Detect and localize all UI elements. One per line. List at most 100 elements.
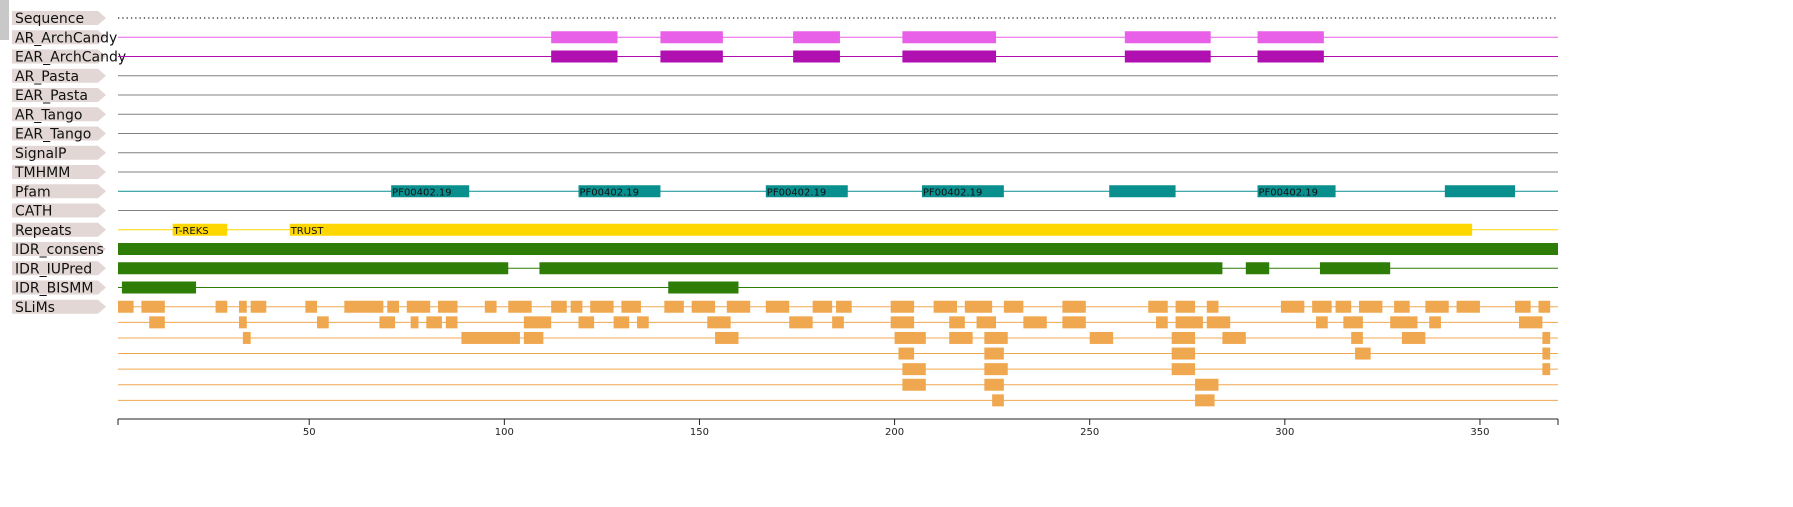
slim-feature[interactable] xyxy=(1542,331,1551,344)
feature-repeats[interactable]: T-REKS xyxy=(172,223,228,237)
slim-feature[interactable] xyxy=(1175,316,1203,329)
slim-feature[interactable] xyxy=(406,300,431,313)
slim-feature[interactable] xyxy=(1316,316,1328,329)
slim-feature[interactable] xyxy=(523,316,552,329)
track-label-idr_consens[interactable]: IDR_consens xyxy=(12,242,106,258)
slim-feature[interactable] xyxy=(1280,300,1305,313)
slim-feature[interactable] xyxy=(438,300,458,313)
feature-ar_archcandy[interactable] xyxy=(1124,31,1211,44)
slim-feature[interactable] xyxy=(1148,300,1168,313)
slim-feature[interactable] xyxy=(976,316,997,329)
feature-pfam[interactable] xyxy=(1109,185,1176,198)
feature-ar_archcandy[interactable] xyxy=(793,31,840,44)
slim-feature[interactable] xyxy=(1062,300,1086,313)
track-label-ar_archcandy[interactable]: AR_ArchCandy xyxy=(12,30,117,46)
slim-feature[interactable] xyxy=(238,300,247,313)
slim-feature[interactable] xyxy=(1429,316,1441,329)
feature-pfam[interactable]: PF00402.19 xyxy=(765,185,848,198)
slim-feature[interactable] xyxy=(1401,331,1426,344)
track-label-ar_tango[interactable]: AR_Tango xyxy=(12,107,106,123)
track-label-ear_archcandy[interactable]: EAR_ArchCandy xyxy=(12,49,126,66)
slim-feature[interactable] xyxy=(508,300,532,313)
slim-feature[interactable] xyxy=(902,378,926,391)
slim-feature[interactable] xyxy=(949,331,973,344)
slim-feature[interactable] xyxy=(1171,363,1196,376)
slim-feature[interactable] xyxy=(715,331,739,344)
slim-feature[interactable] xyxy=(1518,316,1543,329)
slim-feature[interactable] xyxy=(305,300,318,313)
slim-feature[interactable] xyxy=(1156,316,1168,329)
slim-feature[interactable] xyxy=(1222,331,1246,344)
feature-ar_archcandy[interactable] xyxy=(1257,31,1324,44)
track-label-idr_bismm[interactable]: IDR_BISMM xyxy=(12,280,106,297)
slim-feature[interactable] xyxy=(1171,331,1196,344)
slim-feature[interactable] xyxy=(613,316,630,329)
feature-ear_archcandy[interactable] xyxy=(1257,50,1324,63)
feature-ear_archcandy[interactable] xyxy=(1124,50,1211,63)
track-label-slims[interactable]: SLiMs xyxy=(12,299,106,316)
track-label-signalp[interactable]: SignalP xyxy=(12,145,106,162)
slim-feature[interactable] xyxy=(578,316,595,329)
slim-feature[interactable] xyxy=(551,300,567,313)
track-label-ar_pasta[interactable]: AR_Pasta xyxy=(12,68,106,85)
slim-feature[interactable] xyxy=(1425,300,1449,313)
track-label-ear_pasta[interactable]: EAR_Pasta xyxy=(12,88,106,104)
track-label-ear_tango[interactable]: EAR_Tango xyxy=(12,126,106,143)
slim-feature[interactable] xyxy=(832,316,844,329)
feature-pfam[interactable]: PF00402.19 xyxy=(391,185,470,198)
slim-feature[interactable] xyxy=(894,331,926,344)
slim-feature[interactable] xyxy=(1515,300,1531,313)
slim-feature[interactable] xyxy=(836,300,852,313)
feature-ear_archcandy[interactable] xyxy=(660,50,723,63)
slim-feature[interactable] xyxy=(1062,316,1086,329)
slim-feature[interactable] xyxy=(1171,347,1196,360)
slim-feature[interactable] xyxy=(1355,347,1371,360)
slim-feature[interactable] xyxy=(637,316,649,329)
slim-feature[interactable] xyxy=(1351,331,1363,344)
feature-ar_archcandy[interactable] xyxy=(551,31,618,44)
slim-feature[interactable] xyxy=(590,300,614,313)
slim-feature[interactable] xyxy=(1195,378,1219,391)
track-label-idr_iupred[interactable]: IDR_IUPred xyxy=(12,261,106,277)
slim-feature[interactable] xyxy=(1542,363,1551,376)
slim-feature[interactable] xyxy=(707,316,731,329)
feature-ear_archcandy[interactable] xyxy=(793,50,840,63)
feature-idr_iupred[interactable] xyxy=(1319,262,1391,275)
track-label-tmhmm[interactable]: TMHMM xyxy=(12,165,106,181)
track-label-repeats[interactable]: Repeats xyxy=(12,222,106,239)
slim-feature[interactable] xyxy=(691,300,716,313)
feature-idr_bismm[interactable] xyxy=(121,281,197,294)
feature-pfam[interactable]: PF00402.19 xyxy=(1257,185,1336,198)
slim-feature[interactable] xyxy=(118,300,134,313)
slim-feature[interactable] xyxy=(1394,300,1410,313)
slim-feature[interactable] xyxy=(898,347,915,360)
slim-feature[interactable] xyxy=(523,331,544,344)
slim-feature[interactable] xyxy=(726,300,751,313)
slim-feature[interactable] xyxy=(621,300,641,313)
slim-feature[interactable] xyxy=(1335,300,1352,313)
slim-feature[interactable] xyxy=(1023,316,1047,329)
slim-feature[interactable] xyxy=(250,300,267,313)
slim-feature[interactable] xyxy=(992,394,1004,407)
slim-feature[interactable] xyxy=(379,316,396,329)
slim-feature[interactable] xyxy=(570,300,583,313)
slim-feature[interactable] xyxy=(317,316,329,329)
slim-feature[interactable] xyxy=(1175,300,1196,313)
slim-feature[interactable] xyxy=(215,300,228,313)
slim-feature[interactable] xyxy=(984,347,1004,360)
slim-feature[interactable] xyxy=(1195,394,1215,407)
slim-feature[interactable] xyxy=(1358,300,1383,313)
feature-ar_archcandy[interactable] xyxy=(660,31,723,44)
slim-feature[interactable] xyxy=(238,316,247,329)
slim-feature[interactable] xyxy=(141,300,165,313)
slim-feature[interactable] xyxy=(426,316,442,329)
feature-pfam[interactable]: PF00402.19 xyxy=(578,185,661,198)
scroll-handle[interactable] xyxy=(0,0,9,40)
slim-feature[interactable] xyxy=(664,300,684,313)
slim-feature[interactable] xyxy=(344,300,384,313)
slim-feature[interactable] xyxy=(890,300,915,313)
slim-feature[interactable] xyxy=(410,316,419,329)
feature-idr_iupred[interactable] xyxy=(1245,262,1270,275)
slim-feature[interactable] xyxy=(949,316,965,329)
track-label-pfam[interactable]: Pfam xyxy=(12,184,106,200)
